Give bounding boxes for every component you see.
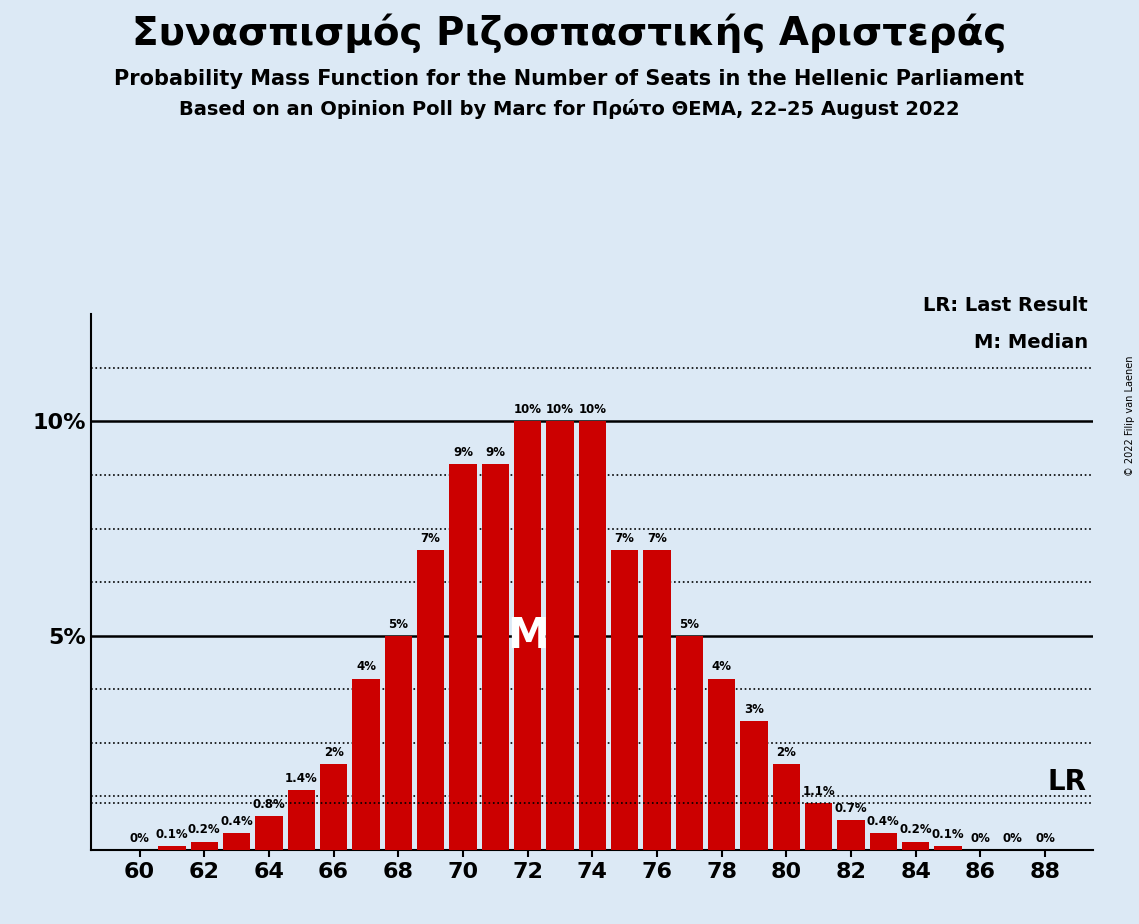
Bar (579, 421, 606, 850)
Text: 1.1%: 1.1% (802, 784, 835, 797)
Text: 7%: 7% (615, 532, 634, 545)
Text: 9%: 9% (485, 446, 506, 459)
Text: 0.1%: 0.1% (156, 828, 188, 841)
Bar (190, 842, 218, 850)
Bar (740, 722, 768, 850)
Text: 7%: 7% (647, 532, 666, 545)
Text: © 2022 Filip van Laenen: © 2022 Filip van Laenen (1125, 356, 1134, 476)
Bar (644, 550, 671, 850)
Text: M: M (507, 614, 548, 657)
Text: LR: Last Result: LR: Last Result (923, 296, 1088, 315)
Text: 0.2%: 0.2% (900, 823, 932, 836)
Text: 9%: 9% (453, 446, 473, 459)
Bar (514, 421, 541, 850)
Text: Based on an Opinion Poll by Marc for Πρώτο ΘΕΜΑ, 22–25 August 2022: Based on an Opinion Poll by Marc for Πρώ… (179, 99, 960, 119)
Text: 0.7%: 0.7% (835, 802, 867, 815)
Text: 10%: 10% (579, 403, 606, 416)
Bar (547, 421, 574, 850)
Bar (934, 845, 961, 850)
Bar (869, 833, 898, 850)
Text: 0%: 0% (970, 832, 990, 845)
Text: 0%: 0% (1002, 832, 1023, 845)
Text: 4%: 4% (357, 661, 376, 674)
Text: LR: LR (1048, 769, 1087, 796)
Bar (287, 790, 316, 850)
Bar (223, 833, 251, 850)
Text: 5%: 5% (679, 617, 699, 630)
Text: 2%: 2% (323, 747, 344, 760)
Text: 5%: 5% (388, 617, 408, 630)
Bar (255, 816, 282, 850)
Text: 3%: 3% (744, 703, 764, 716)
Text: 2%: 2% (777, 747, 796, 760)
Bar (902, 842, 929, 850)
Text: M: Median: M: Median (974, 333, 1088, 352)
Text: 10%: 10% (546, 403, 574, 416)
Text: Probability Mass Function for the Number of Seats in the Hellenic Parliament: Probability Mass Function for the Number… (115, 69, 1024, 90)
Bar (320, 764, 347, 850)
Bar (352, 678, 379, 850)
Bar (805, 803, 833, 850)
Text: 10%: 10% (514, 403, 542, 416)
Text: 7%: 7% (420, 532, 441, 545)
Bar (482, 464, 509, 850)
Text: 0.4%: 0.4% (220, 815, 253, 828)
Text: Συνασπισμός Ριζοσπαστικής Αριστεράς: Συνασπισμός Ριζοσπαστικής Αριστεράς (132, 14, 1007, 54)
Text: 4%: 4% (712, 661, 731, 674)
Bar (675, 636, 703, 850)
Bar (158, 845, 186, 850)
Bar (385, 636, 412, 850)
Text: 0.1%: 0.1% (932, 828, 965, 841)
Text: 1.4%: 1.4% (285, 772, 318, 784)
Text: 0.8%: 0.8% (253, 797, 286, 810)
Bar (417, 550, 444, 850)
Bar (707, 678, 736, 850)
Text: 0.4%: 0.4% (867, 815, 900, 828)
Text: 0.2%: 0.2% (188, 823, 221, 836)
Text: 0%: 0% (130, 832, 149, 845)
Bar (772, 764, 800, 850)
Bar (837, 821, 865, 850)
Bar (449, 464, 477, 850)
Bar (611, 550, 638, 850)
Text: 0%: 0% (1035, 832, 1055, 845)
